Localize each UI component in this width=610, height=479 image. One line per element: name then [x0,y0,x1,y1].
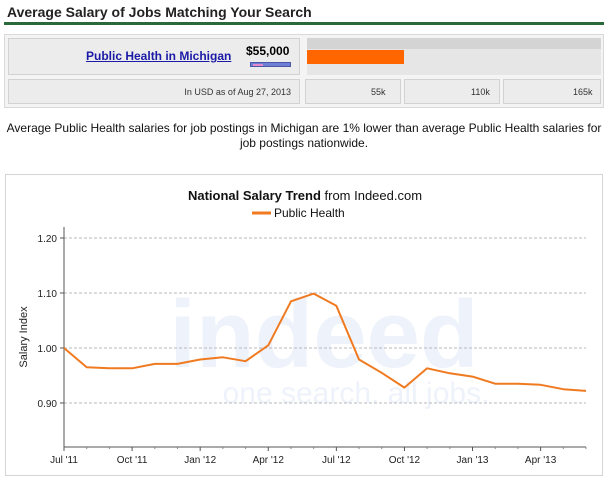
y-tick-label: 1.20 [38,234,58,245]
job-search-link[interactable]: Public Health in Michigan [86,49,232,63]
salary-panel: Public Health in Michigan $55,000 In USD… [4,34,604,108]
x-tick-label: Jul '12 [322,455,351,466]
y-axis-label: Salary Index [18,306,30,368]
scale-tick-110k: 110k [471,87,490,97]
section-header: Average Salary of Jobs Matching Your Sea… [4,2,604,25]
section-title: Average Salary of Jobs Matching Your Sea… [7,4,312,20]
asof-cell [8,79,300,104]
x-tick-label: Oct '12 [389,455,421,466]
salary-trend-chart: indeed one search. all jobs. National Sala… [5,174,603,476]
scale-tick-55k: 55k [371,87,386,97]
scale-cell-3 [503,79,601,104]
salary-value: $55,000 [246,44,290,58]
scale-tick-165k: 165k [573,87,593,97]
x-tick-label: Apr '12 [253,455,285,466]
salary-comparison-text: Average Public Health salaries for job p… [6,121,602,150]
watermark-tagline: one search. all jobs. [223,377,490,410]
salary-mini-bar [250,62,291,67]
chart-title: National Salary Trend from Indeed.com [188,188,422,203]
y-tick-label: 1.00 [38,344,58,355]
x-tick-label: Apr '13 [525,455,557,466]
y-tick-label: 1.10 [38,289,58,300]
legend-label: Public Health [274,206,345,220]
scale-cell-1 [305,79,401,104]
salary-bar [307,50,404,64]
job-cell [8,38,300,75]
series-line-public-health [63,292,587,392]
x-tick-label: Jan '13 [457,455,489,466]
asof-text: In USD as of Aug 27, 2013 [184,87,291,97]
x-tick-label: Oct '11 [117,455,148,466]
y-tick-label: 0.90 [38,399,58,410]
scale-cell-2 [404,79,500,104]
watermark-logo: indeed [169,281,478,388]
x-tick-label: Jan '12 [184,455,216,466]
header-divider [4,22,604,25]
x-tick-label: Jul '11 [50,455,78,466]
